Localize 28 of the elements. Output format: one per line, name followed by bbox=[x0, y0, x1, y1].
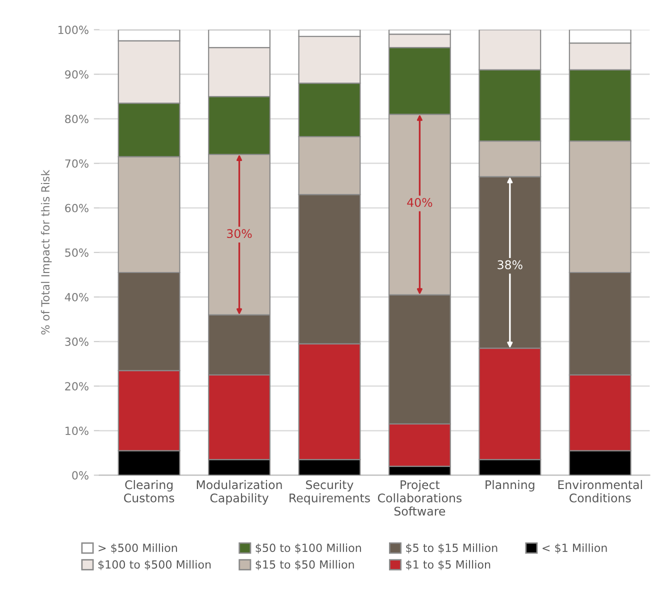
x-tick-label: Planning bbox=[486, 480, 534, 492]
legend-label: $1 to $5 Million bbox=[406, 560, 490, 570]
x-tick-label: Modularization Capability bbox=[196, 480, 282, 505]
annotation: 40% bbox=[407, 198, 432, 207]
y-tick-label: 80% bbox=[65, 114, 88, 124]
legend-label: $50 to $100 Million bbox=[256, 543, 361, 554]
y-tick-label: 0% bbox=[72, 471, 88, 480]
y-tick-label: 90% bbox=[65, 70, 88, 79]
y-tick-label: 60% bbox=[65, 204, 88, 212]
legend-label: > $500 Million bbox=[98, 543, 177, 554]
x-tick-label: Project Collaborations Software bbox=[378, 480, 462, 516]
x-tick-label: Security Requirements bbox=[290, 480, 370, 505]
y-axis-title: % of Total Impact for this Risk bbox=[40, 170, 52, 335]
x-tick-label: Clearing Customs bbox=[124, 480, 174, 502]
x-tick-label: Environmental Conditions bbox=[558, 480, 642, 502]
y-tick-label: 20% bbox=[65, 382, 88, 390]
legend-label: $15 to $50 Million bbox=[256, 560, 354, 570]
annotation: 30% bbox=[227, 229, 252, 238]
legend-label: $5 to $15 Million bbox=[406, 543, 498, 554]
y-tick-label: 70% bbox=[65, 159, 88, 168]
y-tick-label: 30% bbox=[65, 338, 88, 346]
y-tick-label: 10% bbox=[66, 426, 88, 436]
y-tick-label: 100% bbox=[58, 26, 88, 34]
y-tick-label: 50% bbox=[65, 248, 88, 257]
legend-label: $100 to $500 Million bbox=[98, 560, 211, 570]
y-tick-label: 40% bbox=[64, 292, 88, 302]
annotation: 38% bbox=[498, 260, 522, 270]
legend-label: < $1 Million bbox=[542, 543, 607, 554]
